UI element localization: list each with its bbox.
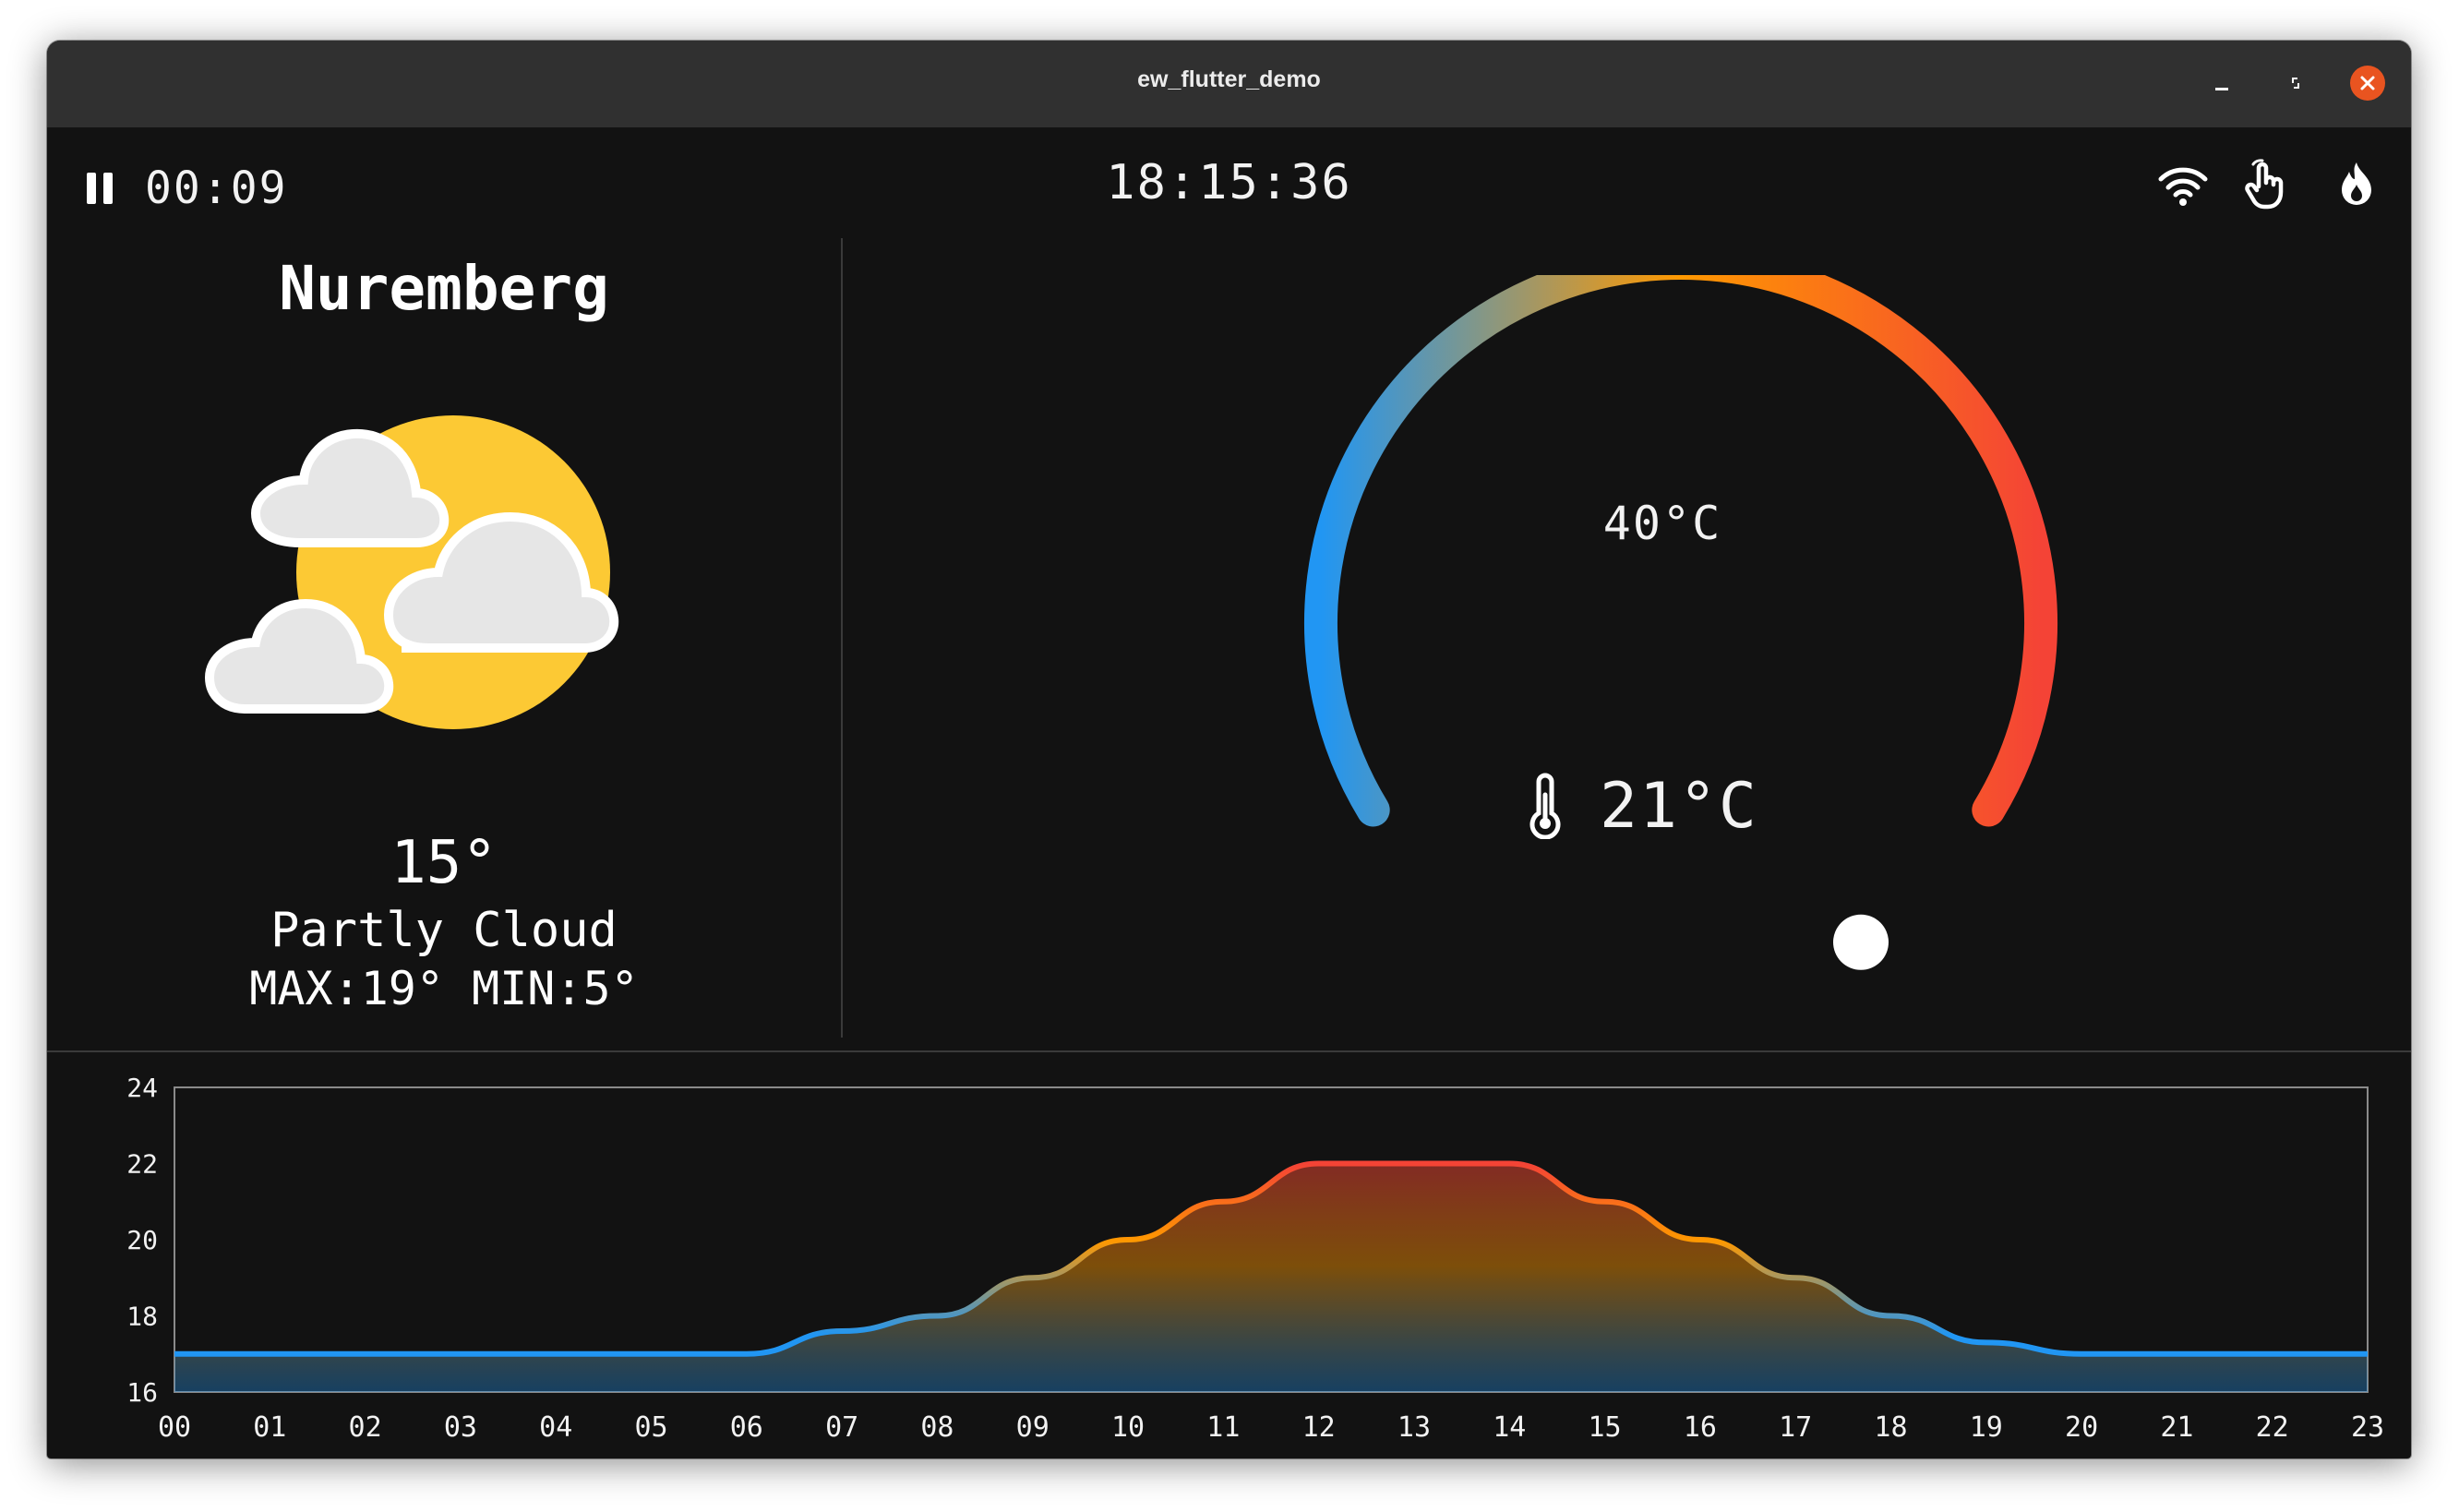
x-tick-label: 17 [1779, 1411, 1812, 1444]
x-tick-label: 15 [1589, 1411, 1622, 1444]
x-tick-label: 16 [1684, 1411, 1717, 1444]
weather-condition: Partly Cloud [270, 903, 618, 958]
y-tick-label: 24 [126, 1073, 158, 1103]
temperature-chart: 24 22 20 18 16 00 01 02 03 04 05 06 07 08 09 10 11 12 13 1… [126, 1073, 2384, 1444]
touch-icon[interactable] [2240, 159, 2292, 210]
x-tick-label: 08 [920, 1411, 954, 1444]
pause-icon[interactable] [84, 170, 115, 207]
x-tick-label: 19 [1970, 1411, 2003, 1444]
horizontal-divider [47, 1050, 2411, 1052]
x-tick-label: 22 [2256, 1411, 2289, 1444]
x-tick-label: 14 [1493, 1411, 1526, 1444]
x-tick-label: 04 [539, 1411, 572, 1444]
thermometer-icon [1529, 773, 1561, 839]
x-tick-label: 20 [2065, 1411, 2098, 1444]
x-tick-label: 12 [1302, 1411, 1336, 1444]
x-tick-label: 05 [634, 1411, 667, 1444]
current-weather-temperature: 15° [390, 829, 498, 897]
close-icon[interactable] [2349, 65, 2386, 102]
timer: 00:09 [84, 161, 288, 216]
chart-line [174, 1160, 2368, 1357]
x-tick-label: 03 [444, 1411, 477, 1444]
y-tick-label: 20 [126, 1225, 158, 1255]
minimize-icon[interactable] [2203, 65, 2240, 102]
x-tick-label: 07 [825, 1411, 858, 1444]
clock: 18:15:36 [1106, 155, 1352, 210]
room-temperature-value: 21°C [1600, 769, 1758, 843]
chart-area-fill [174, 1163, 2368, 1392]
x-tick-label: 01 [253, 1411, 286, 1444]
maximize-icon[interactable] [2277, 65, 2314, 102]
weather-max-min: MAX:19° MIN:5° [249, 962, 639, 1015]
x-tick-label: 11 [1206, 1411, 1240, 1444]
target-temperature: 40°C [1602, 497, 1722, 550]
y-tick-label: 16 [126, 1377, 158, 1408]
gauge-knob[interactable] [1833, 914, 1889, 970]
x-tick-label: 21 [2160, 1411, 2193, 1444]
vertical-divider [841, 238, 843, 1038]
room-temperature: 21°C [1524, 764, 1758, 847]
wifi-icon[interactable] [2157, 159, 2209, 210]
city-name: Nuremberg [279, 253, 609, 324]
x-tick-label: 02 [349, 1411, 382, 1444]
flame-icon[interactable] [2331, 159, 2382, 210]
elapsed-time: 00:09 [145, 162, 288, 214]
window-title: ew_flutter_demo [1137, 66, 1321, 92]
x-tick-label: 10 [1111, 1411, 1145, 1444]
x-tick-label: 00 [158, 1411, 191, 1444]
x-tick-label: 13 [1397, 1411, 1431, 1444]
gauge-arc [1304, 275, 2057, 827]
x-tick-label: 06 [730, 1411, 763, 1444]
thermostat-gauge[interactable] [1247, 275, 2078, 977]
app-window: ew_flutter_demo 00:09 18:15:36 [47, 41, 2411, 1458]
y-tick-label: 18 [126, 1302, 158, 1332]
y-tick-label: 22 [126, 1149, 158, 1180]
title-bar[interactable]: ew_flutter_demo [47, 41, 2411, 127]
x-tick-label: 23 [2351, 1411, 2384, 1444]
x-tick-label: 18 [1874, 1411, 1907, 1444]
partly-cloudy-icon [204, 415, 619, 729]
x-tick-label: 09 [1016, 1411, 1050, 1444]
app-content: 00:09 18:15:36 Nuremberg 1 [47, 127, 2411, 1458]
